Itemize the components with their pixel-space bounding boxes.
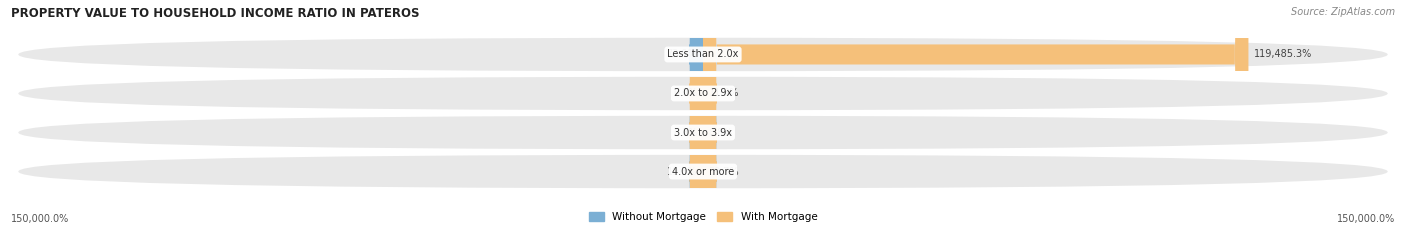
Text: 2.0x to 2.9x: 2.0x to 2.9x: [673, 89, 733, 99]
FancyBboxPatch shape: [689, 0, 717, 233]
Text: 4.0x or more: 4.0x or more: [672, 167, 734, 177]
Text: Less than 2.0x: Less than 2.0x: [668, 49, 738, 59]
Text: PROPERTY VALUE TO HOUSEHOLD INCOME RATIO IN PATEROS: PROPERTY VALUE TO HOUSEHOLD INCOME RATIO…: [11, 7, 420, 20]
Text: 119,485.3%: 119,485.3%: [1254, 49, 1312, 59]
FancyBboxPatch shape: [703, 0, 1249, 233]
Text: 0.0%: 0.0%: [673, 89, 697, 99]
Text: 11.8%: 11.8%: [709, 89, 740, 99]
FancyBboxPatch shape: [689, 0, 717, 233]
FancyBboxPatch shape: [689, 0, 717, 233]
Text: 39.7%: 39.7%: [709, 167, 740, 177]
Text: 6.8%: 6.8%: [673, 127, 697, 137]
FancyBboxPatch shape: [689, 0, 717, 233]
Text: 73.9%: 73.9%: [666, 49, 697, 59]
Text: 19.3%: 19.3%: [666, 167, 697, 177]
FancyBboxPatch shape: [689, 0, 717, 233]
Text: 3.0x to 3.9x: 3.0x to 3.9x: [673, 127, 733, 137]
FancyBboxPatch shape: [18, 38, 1388, 71]
Legend: Without Mortgage, With Mortgage: Without Mortgage, With Mortgage: [585, 207, 821, 226]
FancyBboxPatch shape: [18, 155, 1388, 188]
Text: 8.8%: 8.8%: [709, 127, 733, 137]
FancyBboxPatch shape: [689, 0, 717, 233]
FancyBboxPatch shape: [18, 116, 1388, 149]
Text: Source: ZipAtlas.com: Source: ZipAtlas.com: [1291, 7, 1395, 17]
Text: 150,000.0%: 150,000.0%: [11, 214, 69, 224]
FancyBboxPatch shape: [18, 77, 1388, 110]
Text: 150,000.0%: 150,000.0%: [1337, 214, 1395, 224]
